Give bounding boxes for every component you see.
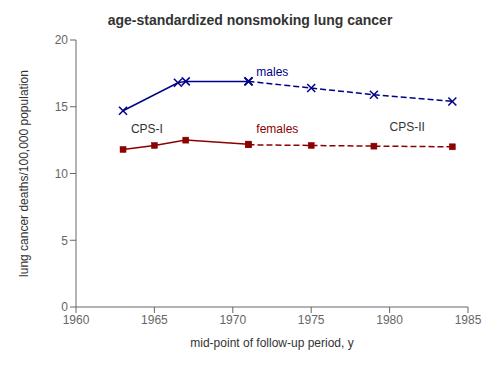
svg-text:mid-point of follow-up period,: mid-point of follow-up period, y [190, 336, 353, 350]
svg-text:0: 0 [61, 300, 68, 314]
svg-text:20: 20 [55, 33, 69, 47]
svg-text:males: males [256, 65, 288, 79]
svg-text:CPS-II: CPS-II [390, 120, 425, 134]
svg-text:10: 10 [55, 167, 69, 181]
svg-text:1985: 1985 [455, 313, 482, 327]
html-text:age-standardized nonsmoking lu: age-standardized nonsmoking lung cancer [107, 12, 393, 28]
svg-text:1980: 1980 [376, 313, 403, 327]
svg-text:CPS-I: CPS-I [131, 122, 163, 136]
svg-text:5: 5 [61, 234, 68, 248]
svg-text:1960: 1960 [63, 313, 90, 327]
svg-text:1975: 1975 [298, 313, 325, 327]
svg-text:1970: 1970 [219, 313, 246, 327]
svg-text:15: 15 [55, 100, 69, 114]
svg-text:1965: 1965 [141, 313, 168, 327]
svg-text:females: females [256, 122, 298, 136]
svg-text:lung cancer deaths/100,000 pop: lung cancer deaths/100,000 population [17, 70, 31, 277]
